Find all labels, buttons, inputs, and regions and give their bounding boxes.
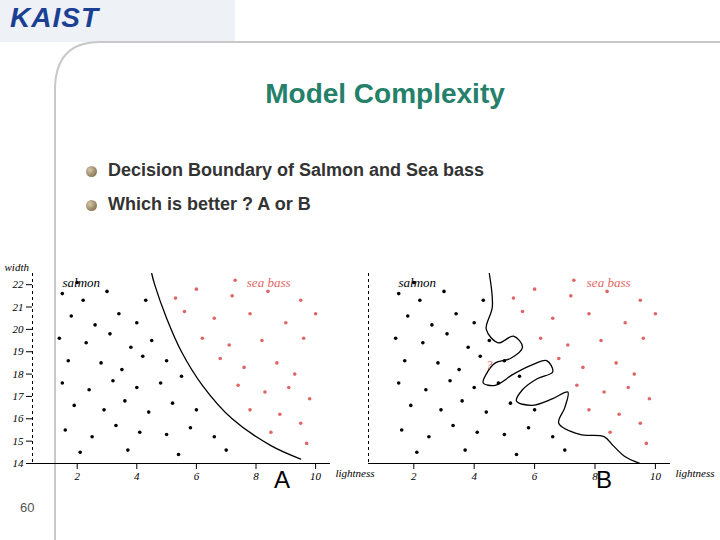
svg-text:6: 6 xyxy=(532,470,538,482)
svg-text:2: 2 xyxy=(74,470,80,482)
svg-text:14: 14 xyxy=(13,457,25,469)
svg-text:sea bass: sea bass xyxy=(247,275,291,290)
svg-text:8: 8 xyxy=(253,470,259,482)
svg-text:lightness: lightness xyxy=(675,467,714,479)
svg-text:2: 2 xyxy=(411,470,417,482)
svg-text:17: 17 xyxy=(13,390,25,402)
svg-text:lightness: lightness xyxy=(335,467,374,479)
svg-text:width: width xyxy=(5,261,30,273)
svg-text:sea bass: sea bass xyxy=(587,275,631,290)
svg-text:16: 16 xyxy=(13,412,25,424)
svg-text:4: 4 xyxy=(134,470,140,482)
svg-text:salmon: salmon xyxy=(399,275,437,290)
svg-text:22: 22 xyxy=(13,278,25,290)
svg-text:19: 19 xyxy=(13,345,25,357)
svg-text:salmon: salmon xyxy=(63,275,101,290)
svg-text:15: 15 xyxy=(13,435,25,447)
svg-text:10: 10 xyxy=(650,470,662,482)
svg-text:20: 20 xyxy=(13,323,25,335)
svg-text:6: 6 xyxy=(194,470,200,482)
svg-text:18: 18 xyxy=(13,368,25,380)
svg-text:21: 21 xyxy=(13,301,24,313)
svg-text:4: 4 xyxy=(471,470,477,482)
svg-text:10: 10 xyxy=(310,470,322,482)
svg-text:?: ? xyxy=(486,357,493,372)
